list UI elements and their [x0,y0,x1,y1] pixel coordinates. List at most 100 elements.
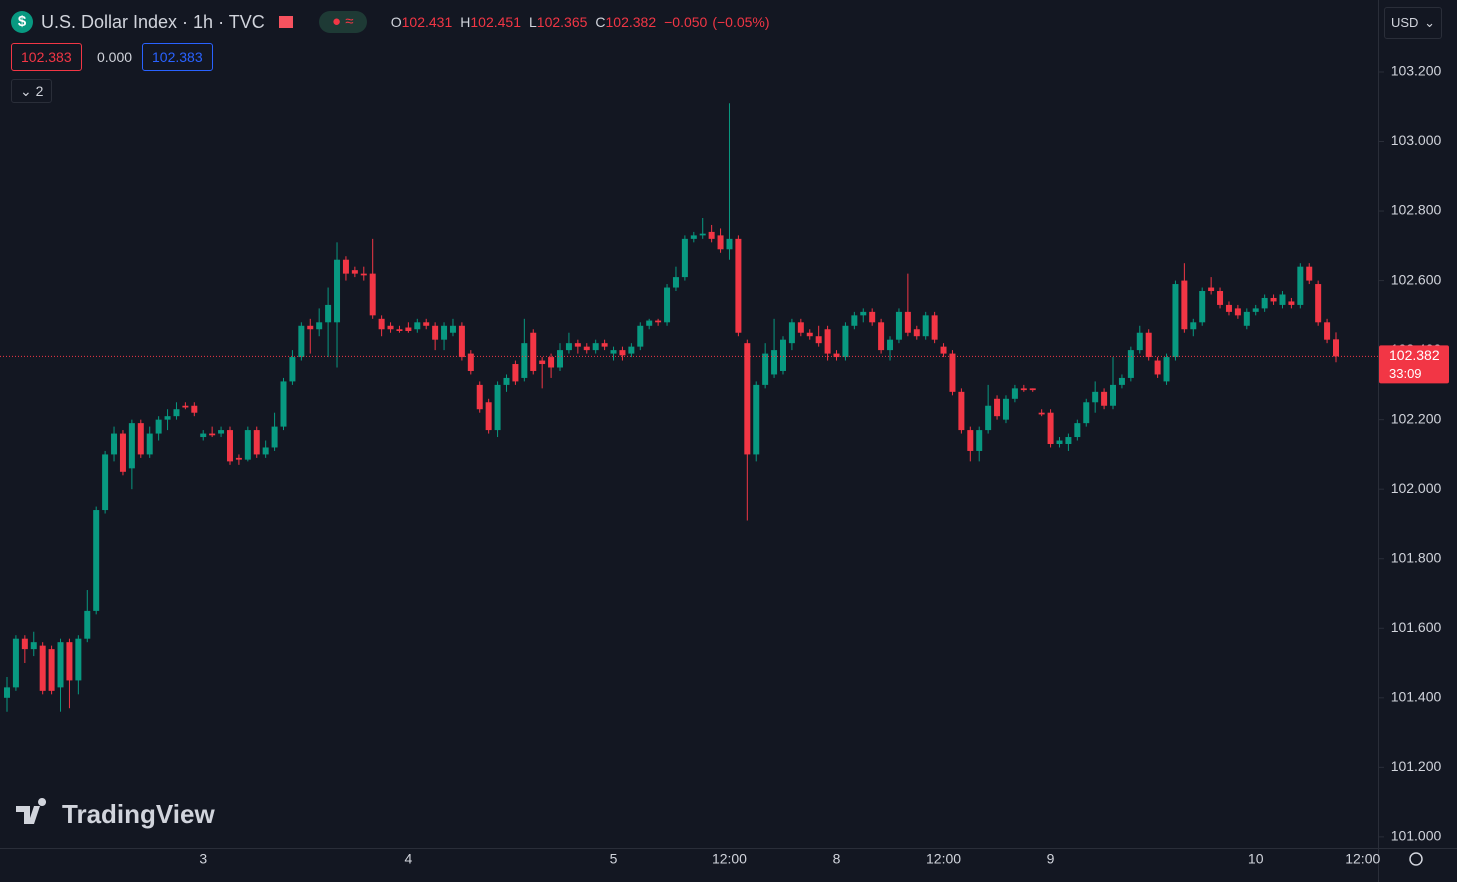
candle-body [146,433,153,455]
candle-body [699,233,706,236]
x-tick-label: 8 [833,851,841,867]
y-tick-label: 102.800 [1391,202,1442,218]
candle-body [1172,284,1179,358]
candle-body [39,645,46,691]
candle-body [334,259,341,323]
candle-body [441,325,448,340]
candle-body [1101,391,1108,406]
candle-body [432,325,439,340]
candle-body [708,231,715,239]
candle-body [1145,332,1152,358]
y-tick-label: 103.000 [1391,132,1442,148]
candle-body [155,419,162,434]
y-tick-label: 102.200 [1391,410,1442,426]
candle-body [601,343,608,347]
candle-body [1261,297,1268,309]
candle-body [985,405,992,431]
y-tick-label: 101.800 [1391,549,1442,565]
x-tick-label: 12:00 [712,851,747,867]
candle-body [833,353,840,358]
candle-body [405,327,412,331]
bid[interactable]: 102.383 [11,43,82,71]
candle-body [30,642,37,650]
candle-body [530,332,537,371]
candle-body [1252,308,1259,312]
candle-body [1154,360,1161,375]
legend-value: 102.365 [536,14,588,30]
legend-label: H [460,14,471,30]
candle-body [815,336,822,344]
candle-body [476,384,483,410]
candle-body [1118,377,1125,385]
candle-body [1002,398,1009,420]
candle-body [1047,412,1054,444]
candle-body [628,346,635,354]
candle-body [173,409,180,417]
candle-body [494,384,501,431]
candle-body [539,360,546,365]
candle-body [958,391,965,431]
candle-body [1279,294,1286,305]
candle-body [200,433,207,438]
candle-body [84,610,91,639]
candle-body [93,510,100,611]
candle-body [1020,388,1027,391]
candle-body [1083,402,1090,424]
x-tick-label: 9 [1047,851,1055,867]
legend-value: 102.431 [401,14,453,30]
x-tick-label: 3 [199,851,207,867]
candle-body [342,259,349,274]
x-tick-label: 12:00 [926,851,961,867]
candle-body [851,315,858,326]
candle-body [521,343,528,378]
settings-icon[interactable] [1409,852,1423,866]
indicators-toggle[interactable]: ⌄ 2 [11,79,53,103]
title[interactable]: U.S. Dollar Index · 1h · TVC [41,11,265,32]
candle-body [574,343,581,347]
candle-body [458,325,465,358]
candle-body [182,405,189,408]
candle-body [824,329,831,354]
candle-body [788,322,795,344]
candle-body [485,402,492,431]
legend-label: L [528,14,537,30]
flag[interactable] [278,16,293,28]
candle-body [646,320,653,326]
candle-body [994,398,1001,417]
candle-body [467,353,474,371]
change-pct: (−0.05%) [712,14,770,30]
candle-body [512,364,519,382]
watermark: TradingView [62,799,215,829]
candle-body [690,235,697,239]
candle-body [298,325,305,358]
candle-body [271,426,278,448]
candle-body [1029,388,1036,391]
candle-body [565,343,572,351]
candle-body [307,325,314,330]
candle-body [860,311,867,316]
currency[interactable]: USD ⌄ [1384,7,1442,39]
candle-body [1297,266,1304,305]
candle-body [1038,412,1045,415]
candle-body [913,329,920,337]
candle-body [1127,350,1134,378]
ask[interactable]: 102.383 [142,43,213,71]
candle-body [12,638,19,688]
candle-body [1056,440,1063,444]
candle-body [325,304,332,323]
countdown: 33:09 [1389,366,1422,381]
header: $ U.S. Dollar Index · 1h · TVC ● ≈ O102.… [11,11,770,33]
candle-body [1092,391,1099,403]
candle-body [1011,388,1018,399]
y-tick-label: 102.000 [1391,480,1442,496]
status[interactable]: ● ≈ [318,11,367,33]
candle-body [4,687,10,698]
x-tick-label: 12:00 [1345,851,1380,867]
candle-body [137,423,144,455]
y-tick-label: 101.600 [1391,619,1442,635]
currency-label: USD [1391,15,1419,30]
candle-body [378,318,385,330]
candle-body [940,346,947,354]
candle-body [21,638,28,650]
candle-body [1333,339,1339,357]
